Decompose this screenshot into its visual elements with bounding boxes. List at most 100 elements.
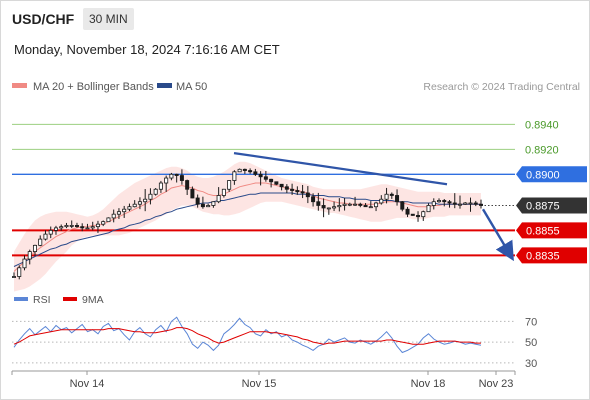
candle-body (248, 170, 253, 173)
level-badge-text: 0.8900 (526, 169, 560, 181)
candlestick-layer (11, 168, 483, 280)
level-badge-support: 0.8855 (516, 222, 587, 239)
legend-label-ma20: MA 20 + Bollinger Bands (33, 81, 154, 93)
candle-body (164, 177, 169, 184)
forecast-arrow (481, 208, 514, 262)
level-badges-layer: 0.8940 0.8920 0.8900 0.8875 0.8855 0.8835 (516, 119, 587, 264)
x-axis: Nov 14 Nov 15 Nov 18 Nov 23 (11, 371, 516, 390)
candle-body (447, 201, 452, 204)
x-tick-label: Nov 23 (479, 378, 514, 390)
candle-body (200, 203, 205, 208)
candle-body (53, 227, 58, 231)
candle-body (32, 244, 37, 252)
candle-body (274, 181, 279, 185)
candle-body (463, 202, 468, 205)
level-label-0.8920: 0.8920 (525, 144, 559, 156)
candle-body (332, 206, 337, 209)
candle-body (368, 206, 373, 209)
bollinger-band-fill (14, 161, 481, 292)
candle-body (137, 201, 142, 205)
level-badge-text: 0.8855 (526, 225, 560, 237)
chart-datetime: Monday, November 18, 2024 7:16:16 AM CET (14, 42, 280, 57)
candle-body (27, 251, 32, 260)
candle-body (263, 176, 268, 180)
candle-body (242, 168, 247, 171)
level-badge-shape (516, 197, 587, 214)
candle-body (85, 227, 90, 230)
candle-body (290, 188, 295, 191)
candle-body (305, 192, 310, 198)
candle-body (64, 225, 69, 228)
candle-body (43, 233, 48, 240)
candle-body (17, 267, 22, 277)
timeframe-button[interactable]: 30 MIN (83, 8, 134, 30)
candle-body (431, 201, 436, 206)
legend-label-9ma: 9MA (82, 294, 104, 306)
candle-body (132, 203, 137, 208)
level-badge-shape (516, 222, 587, 239)
candle-body (426, 205, 431, 213)
candle-body (206, 205, 211, 208)
x-tick-label: Nov 18 (411, 378, 446, 390)
level-badge-pivot: 0.8900 (516, 166, 587, 183)
candle-body (158, 182, 163, 190)
candle-body (127, 206, 132, 210)
rsi-tick-label: 50 (525, 337, 537, 349)
candle-body (442, 200, 447, 203)
candle-body (279, 183, 284, 188)
candle-body (148, 193, 153, 200)
candle-body (379, 198, 384, 204)
candle-body (237, 168, 242, 173)
candle-body (69, 225, 74, 227)
level-badge-current: 0.8875 (516, 197, 587, 214)
level-badge-text: 0.8875 (526, 200, 560, 212)
credit-text: Research © 2024 Trading Central (423, 81, 580, 93)
candle-body (227, 180, 232, 190)
legend-swatch-ma20 (12, 83, 27, 88)
candle-body (384, 193, 389, 200)
candle-body (269, 178, 274, 183)
candle-body (179, 175, 184, 181)
candle-body (358, 203, 363, 206)
candle-body (416, 215, 421, 218)
candle-body (143, 198, 148, 203)
candle-body (38, 238, 43, 246)
candle-body (190, 188, 195, 199)
candle-body (80, 226, 85, 229)
candle-body (174, 173, 179, 176)
candle-body (478, 203, 483, 206)
candle-body (437, 200, 442, 203)
legend-label-ma50: MA 50 (176, 81, 207, 93)
candle-body (347, 203, 352, 206)
legend-swatch-ma50 (157, 83, 172, 88)
candle-body (300, 191, 305, 194)
candle-body (106, 217, 111, 223)
candle-body (59, 226, 64, 229)
candle-body (452, 202, 457, 205)
candle-body (216, 195, 221, 203)
candle-body (101, 221, 106, 225)
chart-header: USD/CHF 30 MIN (1, 1, 589, 37)
candle-body (473, 202, 478, 205)
candle-body (311, 196, 316, 203)
annotation-layer (233, 152, 514, 262)
candle-body (153, 188, 158, 195)
symbol-label: USD/CHF (12, 11, 75, 27)
candle-body (116, 211, 121, 215)
candle-body (169, 173, 174, 179)
level-badge-shape (516, 166, 587, 183)
x-tick-label: Nov 15 (242, 378, 277, 390)
candle-body (232, 171, 237, 181)
level-label-0.8940: 0.8940 (525, 119, 559, 131)
candle-body (316, 201, 321, 206)
candle-body (74, 225, 79, 228)
candle-body (195, 197, 200, 205)
candle-body (421, 211, 426, 218)
bollinger-band-layer (14, 161, 481, 292)
candle-body (48, 229, 53, 235)
candle-body (400, 201, 405, 210)
legend-label-rsi: RSI (33, 294, 51, 306)
rsi-panel: 70 50 30 (12, 316, 537, 370)
